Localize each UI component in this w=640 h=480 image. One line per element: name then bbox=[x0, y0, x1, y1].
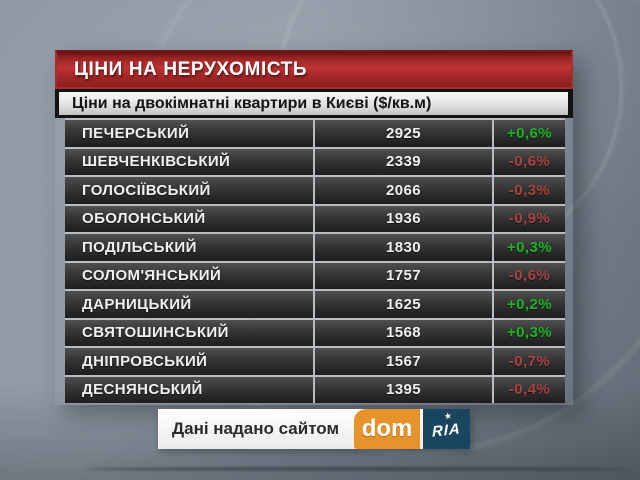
change-percent: -0,3% bbox=[492, 177, 565, 204]
panel-title-bar: ЦІНИ НА НЕРУХОМІСТЬ bbox=[55, 50, 573, 89]
change-percent: +0,6% bbox=[492, 120, 565, 147]
ria-logo-text: RIA bbox=[432, 420, 461, 441]
district-name: ПОДІЛЬСЬКИЙ bbox=[82, 238, 197, 256]
change-percent: +0,2% bbox=[492, 291, 565, 318]
price-value: 1395 bbox=[313, 376, 492, 403]
change-percent: -0,7% bbox=[492, 348, 565, 375]
change-percent: +0,3% bbox=[492, 234, 565, 261]
panel-subtitle-bar: Ціни на двокімнатні квартири в Києві ($/… bbox=[59, 92, 568, 115]
table-row: СОЛОМ'ЯНСЬКИЙ 1757 -0,6% bbox=[65, 262, 565, 289]
district-name: ОБОЛОНСЬКИЙ bbox=[82, 210, 206, 228]
change-percent: +0,3% bbox=[492, 319, 565, 346]
district-name: ДАРНИЦЬКИЙ bbox=[82, 295, 192, 313]
table-row: ОБОЛОНСЬКИЙ 1936 -0,9% bbox=[65, 205, 565, 232]
table-row: ДЕСНЯНСЬКИЙ 1395 -0,4% bbox=[65, 376, 565, 403]
credit-text-box: Дані надано сайтом bbox=[158, 409, 354, 449]
dom-logo: dom bbox=[354, 409, 421, 449]
district-name: ШЕВЧЕНКІВСЬКИЙ bbox=[82, 153, 231, 171]
price-value: 1936 bbox=[313, 205, 492, 232]
district-name: СОЛОМ'ЯНСЬКИЙ bbox=[82, 267, 222, 285]
prices-table: ПЕЧЕРСЬКИЙ 2925 +0,6% ШЕВЧЕНКІВСЬКИЙ 233… bbox=[65, 118, 565, 403]
district-name: ДЕСНЯНСЬКИЙ bbox=[82, 381, 203, 399]
district-name: ГОЛОСІЇВСЬКИЙ bbox=[82, 181, 211, 199]
ground-shadow bbox=[85, 467, 625, 471]
panel-subtitle: Ціни на двокімнатні квартири в Києві ($/… bbox=[72, 94, 432, 112]
price-value: 2925 bbox=[313, 120, 492, 147]
price-value: 1568 bbox=[313, 319, 492, 346]
district-name: СВЯТОШИНСЬКИЙ bbox=[82, 324, 229, 342]
change-percent: -0,6% bbox=[492, 148, 565, 175]
price-value: 1567 bbox=[313, 348, 492, 375]
price-value: 1757 bbox=[313, 262, 492, 289]
table-row: ПОДІЛЬСЬКИЙ 1830 +0,3% bbox=[65, 234, 565, 261]
price-value: 2066 bbox=[313, 177, 492, 204]
price-value: 1830 bbox=[313, 234, 492, 261]
credit-text: Дані надано сайтом bbox=[172, 419, 340, 438]
table-row: ГОЛОСІЇВСЬКИЙ 2066 -0,3% bbox=[65, 177, 565, 204]
table-row: СВЯТОШИНСЬКИЙ 1568 +0,3% bbox=[65, 319, 565, 346]
table-row: ДАРНИЦЬКИЙ 1625 +0,2% bbox=[65, 291, 565, 318]
district-name: ПЕЧЕРСЬКИЙ bbox=[82, 124, 190, 142]
district-name: ДНІПРОВСЬКИЙ bbox=[82, 352, 208, 370]
table-row: ШЕВЧЕНКІВСЬКИЙ 2339 -0,6% bbox=[65, 148, 565, 175]
source-credit-badge: Дані надано сайтом dom ★ RIA bbox=[158, 409, 471, 449]
table-row: ДНІПРОВСЬКИЙ 1567 -0,7% bbox=[65, 348, 565, 375]
real-estate-prices-panel: ЦІНИ НА НЕРУХОМІСТЬ Ціни на двокімнатні … bbox=[55, 50, 573, 405]
panel-subtitle-frame: Ціни на двокімнатні квартири в Києві ($/… bbox=[55, 89, 573, 118]
change-percent: -0,4% bbox=[492, 376, 565, 403]
change-percent: -0,9% bbox=[492, 205, 565, 232]
price-value: 1625 bbox=[313, 291, 492, 318]
page-title: ЦІНИ НА НЕРУХОМІСТЬ bbox=[74, 58, 308, 80]
change-percent: -0,6% bbox=[492, 262, 565, 289]
table-row: ПЕЧЕРСЬКИЙ 2925 +0,6% bbox=[65, 120, 565, 147]
price-value: 2339 bbox=[313, 148, 492, 175]
ria-logo: ★ RIA bbox=[423, 409, 471, 449]
